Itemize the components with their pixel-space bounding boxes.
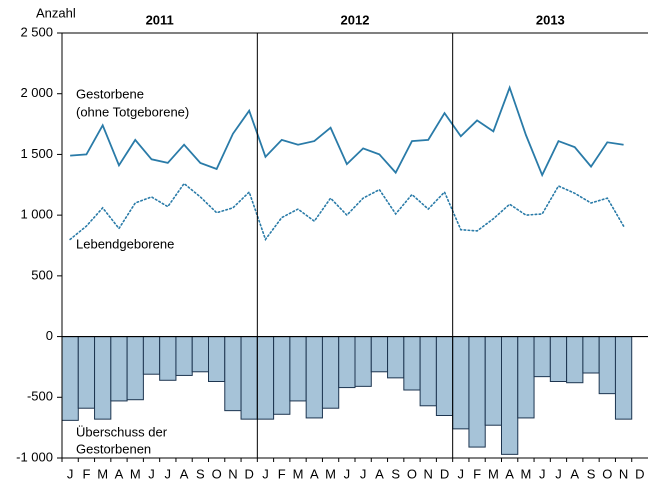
- bar: [191, 336, 210, 373]
- bar: [224, 336, 242, 412]
- x-tick-label: A: [505, 466, 514, 481]
- year-label: 2013: [536, 12, 565, 27]
- bar: [61, 336, 79, 421]
- y-tick-label: 1 500: [20, 146, 53, 161]
- bar: [77, 336, 96, 409]
- x-tick-label: J: [360, 466, 367, 481]
- x-tick-label: N: [228, 466, 237, 481]
- x-tick-label: J: [165, 466, 172, 481]
- x-tick-label: O: [407, 466, 417, 481]
- series-label: (ohne Totgeborene): [76, 104, 189, 119]
- x-tick-label: A: [180, 466, 189, 481]
- bar: [614, 336, 633, 420]
- bar: [175, 336, 193, 376]
- x-tick-label: A: [375, 466, 384, 481]
- x-tick-label: F: [278, 466, 286, 481]
- x-tick-label: J: [262, 466, 269, 481]
- x-tick-label: J: [67, 466, 74, 481]
- bar: [484, 336, 503, 426]
- bar: [403, 336, 421, 391]
- bar: [501, 336, 519, 455]
- x-tick-label: J: [148, 466, 155, 481]
- bar: [126, 336, 144, 401]
- x-tick-label: O: [602, 466, 612, 481]
- x-tick-label: M: [520, 466, 531, 481]
- y-tick-label: 500: [31, 267, 53, 282]
- x-tick-label: D: [244, 466, 253, 481]
- series-label: Lebendgeborene: [76, 236, 174, 251]
- bar: [289, 336, 307, 402]
- y-tick-label: -1 000: [16, 449, 53, 464]
- y-tick-label: 1 000: [20, 207, 53, 222]
- bar: [517, 336, 535, 419]
- bar: [533, 336, 551, 378]
- bar: [387, 336, 405, 379]
- bar: [566, 336, 584, 384]
- x-tick-label: A: [310, 466, 319, 481]
- x-tick-label: A: [570, 466, 579, 481]
- bar: [305, 336, 323, 419]
- x-tick-label: J: [344, 466, 351, 481]
- x-tick-label: D: [440, 466, 449, 481]
- y-axis-label: Anzahl: [36, 5, 76, 20]
- bar: [354, 336, 372, 387]
- bar: [598, 336, 616, 395]
- year-label: 2011: [146, 12, 174, 27]
- y-tick-label: -500: [27, 389, 53, 404]
- y-tick-label: 2 500: [20, 24, 53, 39]
- bar: [142, 336, 161, 375]
- bar: [273, 336, 291, 415]
- x-tick-label: S: [196, 466, 205, 481]
- bar: [370, 336, 389, 373]
- series-label: Überschuss der: [76, 424, 168, 439]
- line-series: [70, 84, 624, 178]
- x-tick-label: J: [458, 466, 465, 481]
- bar: [321, 336, 340, 409]
- bar: [256, 336, 275, 420]
- bar: [582, 336, 600, 374]
- line-series: [69, 182, 625, 242]
- x-tick-label: M: [130, 466, 141, 481]
- x-tick-label: D: [635, 466, 644, 481]
- x-tick-label: M: [97, 466, 108, 481]
- bar: [94, 336, 112, 420]
- bar: [110, 336, 128, 402]
- series-label: Gestorbenen: [76, 441, 151, 456]
- y-tick-label: 2 000: [20, 85, 53, 100]
- x-tick-label: F: [82, 466, 90, 481]
- bar: [240, 336, 258, 420]
- x-tick-label: J: [539, 466, 546, 481]
- bar: [549, 336, 568, 383]
- x-tick-label: S: [587, 466, 596, 481]
- y-tick-label: 0: [46, 328, 53, 343]
- x-tick-label: N: [424, 466, 433, 481]
- bar: [452, 336, 470, 430]
- bar: [435, 336, 454, 417]
- x-tick-label: A: [115, 466, 124, 481]
- year-label: 2012: [341, 12, 370, 27]
- bar: [338, 336, 356, 389]
- x-tick-label: M: [293, 466, 304, 481]
- x-tick-label: S: [391, 466, 400, 481]
- bar: [468, 336, 486, 448]
- x-tick-label: M: [325, 466, 336, 481]
- bar: [208, 336, 226, 383]
- bar: [159, 336, 177, 381]
- x-tick-label: N: [619, 466, 628, 481]
- x-tick-label: J: [555, 466, 562, 481]
- series-label: Gestorbene: [76, 86, 144, 101]
- x-tick-label: F: [473, 466, 481, 481]
- x-tick-label: M: [488, 466, 499, 481]
- x-tick-label: O: [212, 466, 222, 481]
- bar: [419, 336, 437, 407]
